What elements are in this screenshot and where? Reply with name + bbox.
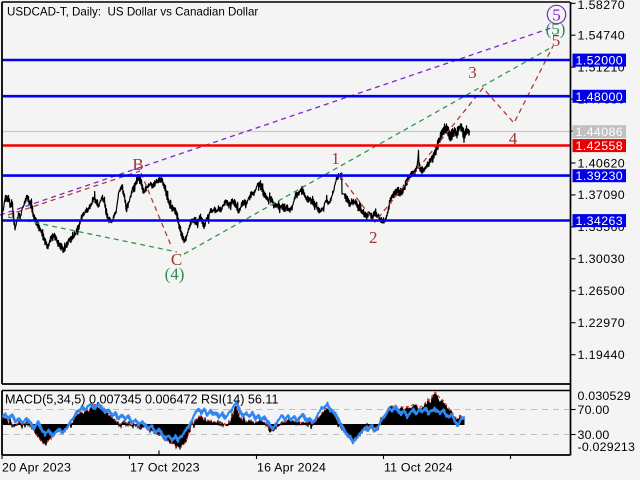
svg-text:USDCAD-T, Daily: US Dollar vs: USDCAD-T, Daily: US Dollar vs Canadian D… — [7, 6, 258, 19]
svg-text:2: 2 — [369, 228, 378, 247]
svg-text:1.30030: 1.30030 — [578, 252, 626, 266]
svg-text:5: 5 — [552, 31, 561, 50]
svg-text:(4): (4) — [165, 265, 185, 284]
svg-text:1.34263: 1.34263 — [576, 214, 624, 228]
svg-text:1.22970: 1.22970 — [578, 316, 626, 330]
svg-text:1.37090: 1.37090 — [578, 188, 626, 202]
svg-text:0.030529: 0.030529 — [578, 389, 631, 403]
svg-text:C: C — [171, 250, 182, 269]
svg-text:30.00: 30.00 — [578, 428, 610, 442]
svg-text:3: 3 — [468, 63, 477, 82]
svg-text:11 Oct 2024: 11 Oct 2024 — [384, 461, 453, 475]
svg-text:20 Apr 2023: 20 Apr 2023 — [2, 461, 71, 475]
svg-text:1: 1 — [331, 149, 340, 168]
svg-text:MACD(5,34,5) 0.007345 0.006472: MACD(5,34,5) 0.007345 0.006472 RSI(14) 5… — [5, 393, 279, 407]
svg-text:B: B — [132, 155, 143, 174]
svg-text:1.19440: 1.19440 — [578, 348, 626, 362]
svg-text:1.40620: 1.40620 — [578, 156, 626, 170]
svg-text:1.48000: 1.48000 — [576, 90, 624, 104]
svg-text:-0.029213: -0.029213 — [578, 440, 636, 454]
svg-text:4: 4 — [509, 129, 518, 148]
svg-text:16 Apr 2024: 16 Apr 2024 — [257, 461, 326, 475]
svg-text:1.52000: 1.52000 — [576, 54, 624, 68]
svg-text:1.39230: 1.39230 — [576, 169, 624, 183]
svg-text:1.42558: 1.42558 — [576, 139, 624, 153]
svg-text:70.00: 70.00 — [578, 403, 610, 417]
svg-text:17 Oct 2023: 17 Oct 2023 — [130, 461, 200, 475]
svg-text:1.54740: 1.54740 — [578, 29, 626, 43]
svg-text:5: 5 — [552, 6, 561, 25]
svg-text:1.26500: 1.26500 — [578, 284, 626, 298]
svg-text:(5): (5) — [546, 20, 566, 39]
svg-text:1.44086: 1.44086 — [576, 125, 624, 139]
svg-text:1.58270: 1.58270 — [578, 0, 626, 12]
